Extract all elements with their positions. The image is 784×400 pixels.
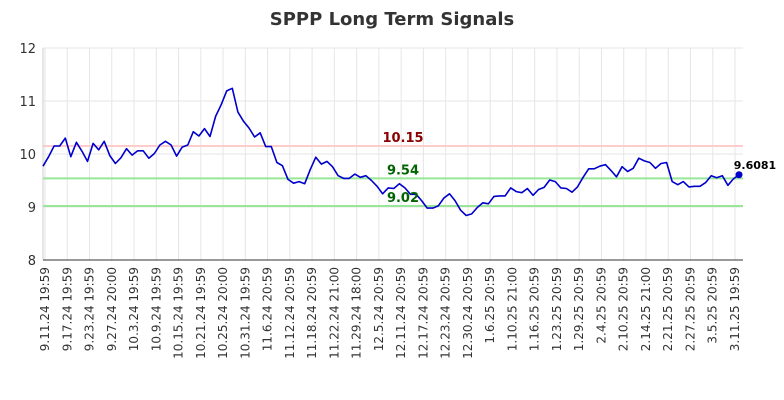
x-tick-label: 9.23.24 19:59 (83, 267, 97, 351)
y-tick-label: 12 (19, 42, 36, 57)
y-tick-label: 10 (19, 148, 36, 163)
x-tick-label: 10.3.24 19:59 (127, 267, 141, 351)
x-tick-label: 10.15.24 19:59 (172, 267, 186, 359)
x-tick-label: 10.21.24 19:59 (194, 267, 208, 359)
x-tick-label: 2.14.25 21:00 (639, 267, 653, 351)
x-tick-label: 12.30.24 20:59 (461, 267, 475, 359)
x-tick-label: 9.17.24 19:59 (60, 267, 74, 351)
price-series (42, 87, 743, 217)
x-tick-label: 11.6.24 20:59 (261, 267, 275, 351)
x-tick-label: 9.11.24 19:59 (38, 267, 52, 351)
signal-level-label: 9.02 (387, 191, 419, 206)
y-tick-label: 8 (28, 254, 36, 269)
x-tick-label: 2.10.25 20:59 (617, 267, 631, 351)
axes: 8 9 10 11 12 9.11.24 19:59 9.17.24 19:59 9.23.2… (19, 42, 743, 359)
x-tick-label: 11.12.24 20:59 (283, 267, 297, 359)
x-tick-label: 3.5.25 20:59 (706, 267, 720, 344)
signal-level-label: 10.15 (382, 131, 423, 146)
annotations: 10.15 9.54 9.02 9.6081 (382, 131, 776, 206)
x-tick-label: 2.27.25 20:59 (683, 267, 697, 351)
x-tick-label: 10.31.24 19:59 (238, 267, 252, 359)
x-tick-label: 12.23.24 20:59 (439, 267, 453, 359)
x-tick-label: 12.11.24 20:59 (394, 267, 408, 359)
last-value-marker (735, 171, 743, 179)
x-tick-label: 1.16.25 20:59 (528, 267, 542, 351)
price-line (42, 87, 740, 217)
x-tick-label: 3.11.25 19:59 (728, 267, 742, 351)
x-tick-label: 11.18.24 20:59 (305, 267, 319, 359)
chart-title: SPPP Long Term Signals (270, 9, 514, 30)
x-tick-label: 2.21.25 20:59 (661, 267, 675, 351)
x-tick-label: 12.17.24 20:59 (416, 267, 430, 359)
x-tick-label: 9.27.24 20:00 (105, 267, 119, 351)
x-tick-label: 1.10.25 21:00 (505, 267, 519, 351)
x-tick-label: 12.5.24 20:59 (372, 267, 386, 351)
grid-layer (43, 47, 743, 260)
x-tick-label: 1.6.25 20:59 (483, 267, 497, 344)
x-tick-label: 1.29.25 20:59 (572, 267, 586, 351)
signal-level-label: 9.54 (387, 163, 419, 178)
x-tick-label: 10.25.24 20:00 (216, 267, 230, 359)
x-tick-label: 10.9.24 19:59 (149, 267, 163, 351)
last-value-label: 9.6081 (734, 159, 776, 172)
x-tick-label: 2.4.25 20:59 (594, 267, 608, 344)
y-tick-label: 9 (28, 201, 36, 216)
x-tick-label: 11.22.24 21:00 (327, 267, 341, 359)
y-tick-label: 11 (19, 95, 36, 110)
x-tick-label: 11.29.24 18:00 (350, 267, 364, 359)
x-tick-label: 1.23.25 20:59 (550, 267, 564, 351)
